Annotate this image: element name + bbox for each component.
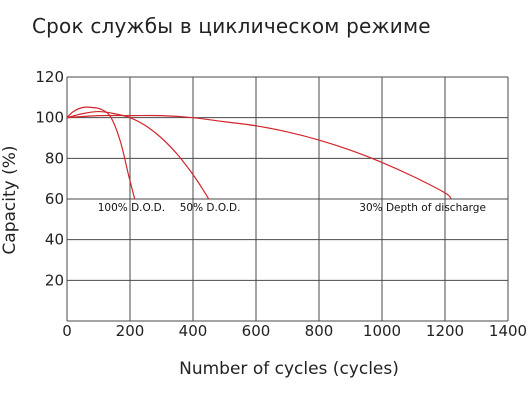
y-tick-labels: 20 40 60 80 100 120 (35, 68, 64, 289)
y-tick-label: 120 (35, 68, 64, 86)
x-tick-label: 1000 (363, 322, 401, 340)
series-label: 100% D.O.D. (98, 202, 165, 214)
series-label: 30% Depth of discharge (359, 202, 486, 214)
x-tick-labels: 0 200 400 600 800 1000 1200 1400 (62, 322, 527, 340)
series-label: 50% D.O.D. (180, 202, 241, 214)
x-tick-label: 600 (242, 322, 271, 340)
y-tick-label: 40 (45, 231, 64, 249)
y-axis-label: Capacity (%) (0, 145, 20, 254)
series-line (66, 114, 452, 200)
series-line (66, 106, 136, 200)
chart-title: Срок службы в циклическом режиме (32, 14, 431, 38)
x-tick-label: 800 (305, 322, 334, 340)
series-lines (66, 106, 452, 200)
x-tick-label: 1400 (489, 322, 527, 340)
series-annotations: 100% D.O.D. 50% D.O.D. 30% Depth of discha… (98, 202, 486, 214)
y-tick-label: 100 (35, 109, 64, 127)
series-line (66, 110, 210, 200)
x-tick-label: 1200 (426, 322, 464, 340)
x-tick-label: 200 (116, 322, 145, 340)
x-tick-label: 400 (179, 322, 208, 340)
y-tick-label: 20 (45, 271, 64, 289)
x-axis-label: Number of cycles (cycles) (179, 359, 399, 379)
x-tick-label: 0 (62, 322, 72, 340)
y-tick-label: 80 (45, 149, 64, 167)
grid (66, 76, 509, 322)
y-tick-label: 60 (45, 190, 64, 208)
